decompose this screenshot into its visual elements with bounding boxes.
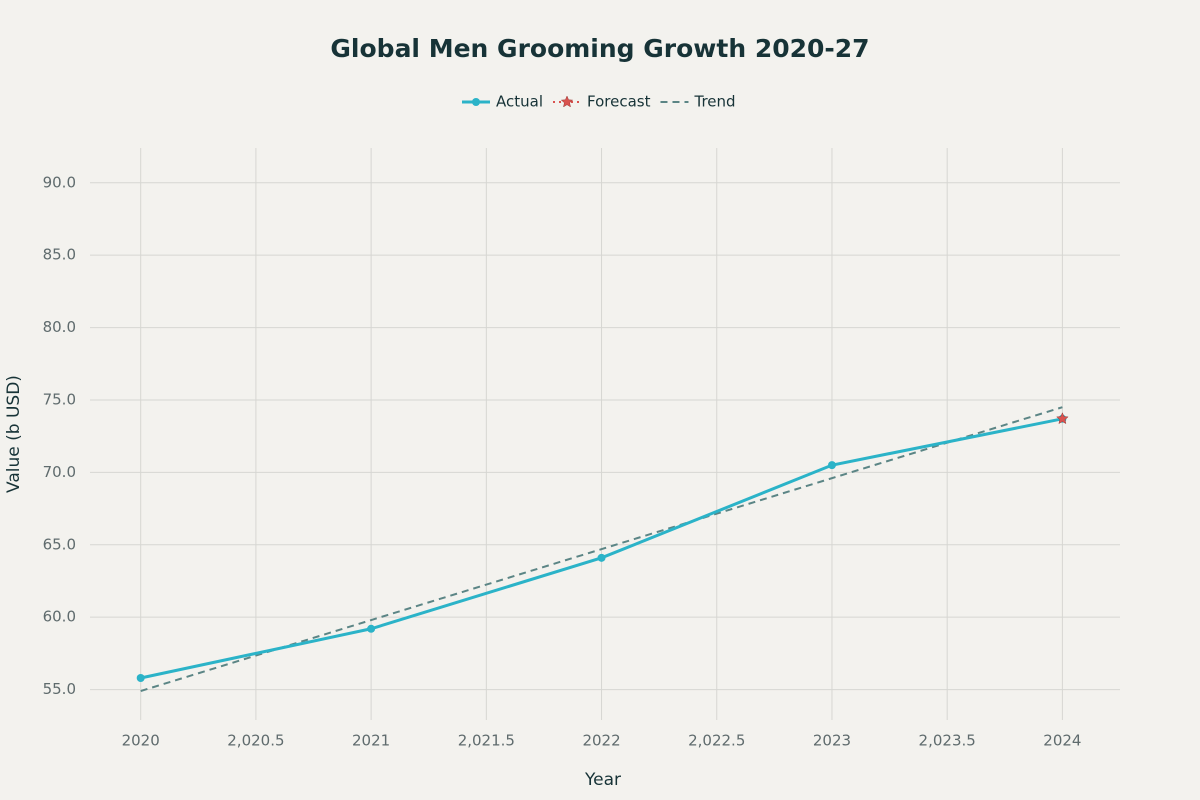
y-tick-label: 55.0 — [43, 680, 76, 698]
legend-item: Trend — [660, 93, 736, 111]
y-tick-label: 70.0 — [43, 463, 76, 481]
x-tick-label: 2,022.5 — [688, 732, 745, 750]
x-tick-label: 2023 — [813, 732, 851, 750]
legend-marker — [560, 95, 574, 108]
point — [367, 624, 376, 633]
legend-label: Actual — [496, 93, 543, 111]
y-tick-label: 80.0 — [43, 318, 76, 336]
y-axis-title: Value (b USD) — [4, 375, 24, 493]
point — [136, 674, 145, 683]
point — [827, 461, 836, 470]
x-tick-label: 2020 — [122, 732, 160, 750]
x-tick-label: 2021 — [352, 732, 390, 750]
y-tick-label: 65.0 — [43, 535, 76, 553]
x-tick-label: 2022 — [582, 732, 620, 750]
legend-item: Actual — [462, 93, 543, 111]
x-tick-label: 2,020.5 — [227, 732, 284, 750]
legend-marker — [472, 98, 480, 106]
chart-title: Global Men Grooming Growth 2020-27 — [330, 34, 869, 63]
y-tick-label: 85.0 — [43, 246, 76, 264]
y-tick-label: 90.0 — [43, 173, 76, 191]
point — [1056, 412, 1069, 425]
legend-label: Trend — [693, 93, 735, 111]
y-tick-label: 75.0 — [43, 390, 76, 408]
legend-label: Forecast — [587, 93, 651, 111]
y-tick-label: 60.0 — [43, 608, 76, 626]
point — [597, 553, 606, 562]
x-tick-label: 2,023.5 — [919, 732, 976, 750]
legend-item: Forecast — [553, 93, 651, 111]
x-axis-title: Year — [584, 770, 621, 790]
x-tick-label: 2024 — [1043, 732, 1081, 750]
x-tick-label: 2,021.5 — [458, 732, 515, 750]
